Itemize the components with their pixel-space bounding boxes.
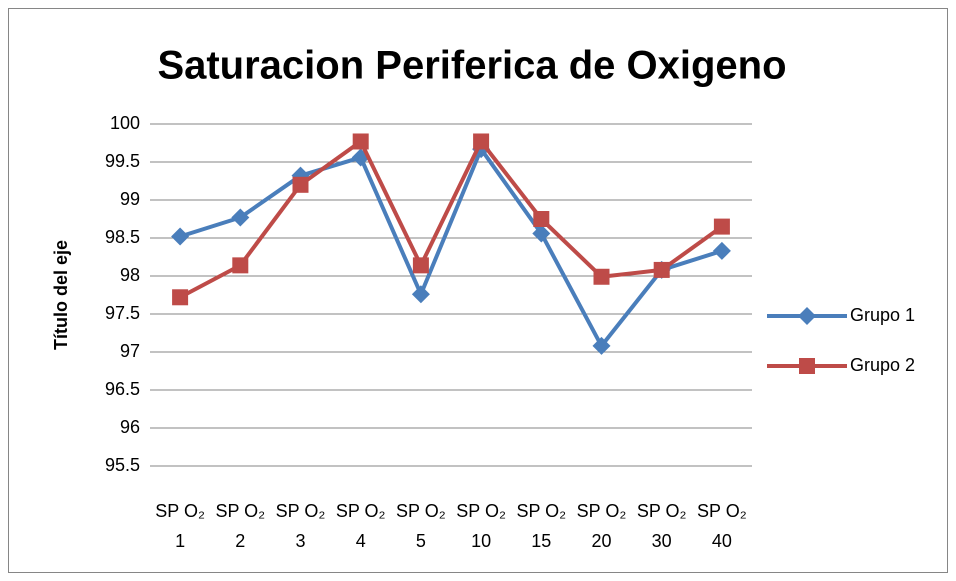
x-tick-label: SP O₂ 10 bbox=[456, 501, 506, 551]
marker bbox=[592, 336, 611, 355]
x-tick-label: SP O₂ 3 bbox=[276, 501, 326, 551]
x-tick-label-line: 4 bbox=[356, 531, 366, 551]
chart-border bbox=[8, 8, 948, 573]
x-tick-label: SP O₂ 15 bbox=[516, 501, 566, 551]
x-tick-label-line: 30 bbox=[652, 531, 672, 551]
marker bbox=[798, 307, 816, 325]
marker bbox=[799, 358, 815, 374]
marker bbox=[712, 241, 731, 260]
marker bbox=[533, 211, 550, 227]
x-tick-label-line: SP O₂ bbox=[215, 501, 265, 521]
x-tick-label-line: 5 bbox=[416, 531, 426, 551]
marker bbox=[653, 261, 670, 278]
marker bbox=[473, 133, 490, 150]
x-tick-label-line: 3 bbox=[295, 531, 305, 551]
x-tick-label: SP O₂ 30 bbox=[637, 501, 687, 551]
y-tick-label: 97.5 bbox=[105, 303, 140, 323]
marker bbox=[352, 133, 369, 150]
x-tick-label: SP O₂ 5 bbox=[396, 501, 446, 551]
y-tick-label: 97 bbox=[120, 341, 140, 361]
marker bbox=[532, 224, 551, 243]
x-tick-label: SP O₂ 1 bbox=[155, 501, 205, 551]
x-tick-label-line: 10 bbox=[471, 531, 491, 551]
x-tick-label: SP O₂ 2 bbox=[215, 501, 265, 551]
x-tick-label-line: 40 bbox=[712, 531, 732, 551]
marker bbox=[412, 257, 429, 274]
x-tick-label: SP O₂ 4 bbox=[336, 501, 386, 551]
x-tick-label-line: SP O₂ bbox=[336, 501, 386, 521]
y-tick-label: 96 bbox=[120, 417, 140, 437]
x-tick-label-line: 20 bbox=[591, 531, 611, 551]
x-tick-label: SP O₂ 40 bbox=[697, 501, 747, 551]
y-tick-label: 98 bbox=[120, 265, 140, 285]
marker bbox=[411, 285, 430, 304]
marker bbox=[593, 268, 610, 285]
marker bbox=[292, 176, 309, 193]
y-tick-label: 98.5 bbox=[105, 227, 140, 247]
x-tick-label-line: SP O₂ bbox=[456, 501, 506, 521]
x-tick-label-line: SP O₂ bbox=[276, 501, 326, 521]
x-tick-label-line: 15 bbox=[531, 531, 551, 551]
x-tick-label: SP O₂ 20 bbox=[577, 501, 627, 551]
x-tick-label-line: 1 bbox=[175, 531, 185, 551]
marker bbox=[232, 257, 249, 274]
y-axis-title: Título del eje bbox=[51, 240, 71, 350]
y-tick-label: 96.5 bbox=[105, 379, 140, 399]
legend-label: Grupo 2 bbox=[850, 355, 915, 375]
marker bbox=[172, 289, 189, 306]
marker bbox=[171, 227, 190, 246]
y-tick-label: 100 bbox=[110, 113, 140, 133]
x-tick-label-line: SP O₂ bbox=[697, 501, 747, 521]
y-tick-label: 99.5 bbox=[105, 151, 140, 171]
x-tick-label-line: SP O₂ bbox=[396, 501, 446, 521]
series-line bbox=[179, 139, 724, 300]
x-tick-label-line: SP O₂ bbox=[637, 501, 687, 521]
chart-title: Saturacion Periferica de Oxigeno bbox=[157, 44, 786, 88]
x-tick-label-line: SP O₂ bbox=[155, 501, 205, 521]
series-line bbox=[179, 147, 723, 348]
x-tick-label-line: 2 bbox=[235, 531, 245, 551]
x-tick-label-line: SP O₂ bbox=[516, 501, 566, 521]
legend-label: Grupo 1 bbox=[850, 305, 915, 325]
y-tick-label: 99 bbox=[120, 189, 140, 209]
y-tick-label: 95.5 bbox=[105, 455, 140, 475]
marker bbox=[713, 218, 730, 235]
x-tick-label-line: SP O₂ bbox=[577, 501, 627, 521]
marker bbox=[231, 208, 250, 227]
